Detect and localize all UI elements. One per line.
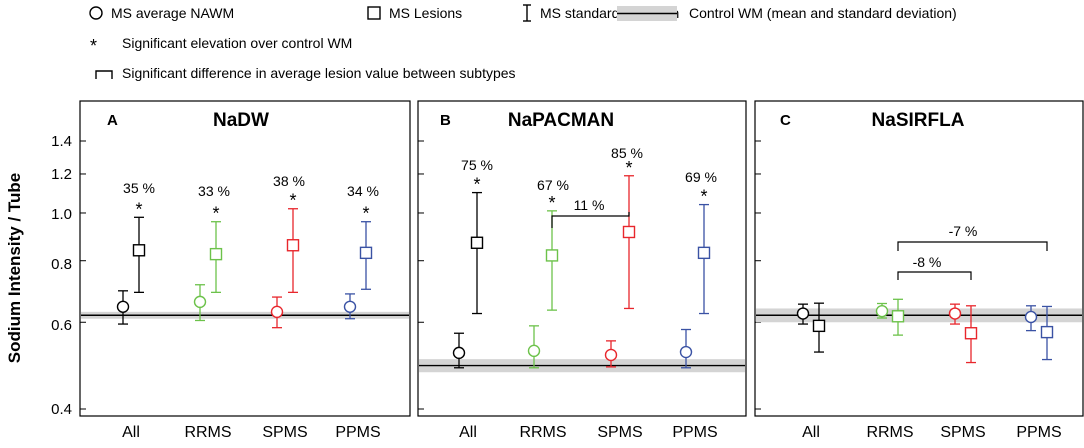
x-tick-labels-a: All RRMS SPMS PPMS [122,424,381,441]
bracket-label: 11 % [574,197,605,213]
nawm-marker [1024,310,1038,324]
legend-asterisk-icon: * [90,36,97,56]
significance-asterisk: * [289,191,296,211]
annotation-label: 38 % [273,173,305,189]
panel-title-a: NaDW [213,110,269,131]
significance-asterisk: * [362,204,369,224]
x-tick-label: All [802,424,820,441]
legend-control-label: Control WM (mean and standard deviation) [689,5,957,21]
annotation-label: 67 % [537,177,569,193]
x-tick-label: PPMS [1016,424,1061,441]
lesion-marker [359,246,373,260]
y-tick-label: 1.4 [51,133,72,150]
bracket-label: -8 % [913,254,942,270]
annotation-label: 69 % [685,169,717,185]
lesion-marker [891,310,905,323]
panel-letter-a: A [107,112,118,129]
bracket-label: -7 % [949,223,978,239]
x-tick-labels-c: All RRMS SPMS PPMS [802,424,1062,441]
significance-bracket [897,241,1048,251]
lesion-marker [545,249,559,262]
x-tick-label: SPMS [940,424,985,441]
y-tick-label: 0.8 [51,256,72,273]
y-tick-label: 0.4 [51,401,72,418]
x-tick-label: SPMS [262,424,307,441]
y-tick-label: 1.0 [51,206,72,223]
significance-asterisk: * [473,175,480,195]
lesion-marker [132,244,146,257]
x-tick-label: RRMS [519,424,566,441]
y-tick-labels: 0.4 0.6 0.8 1.0 1.2 1.4 [51,133,72,418]
nawm-marker [193,295,207,309]
lesion-marker [470,236,484,249]
nawm-marker [948,307,962,320]
lesion-marker [812,319,826,333]
x-tick-label: All [122,424,140,441]
x-tick-label: SPMS [597,424,642,441]
x-tick-label: RRMS [866,424,913,441]
legend-bracket-icon [95,70,113,79]
annotations-b: 75 % 67 % 85 % 69 % [461,145,717,193]
nawm-marker [527,344,541,358]
lesion-marker [697,246,711,260]
x-tick-label: All [459,424,477,441]
legend-square-marker [367,6,381,20]
legend-errorbar-icon [523,4,531,22]
panel-frame [754,100,1084,417]
x-tick-label: RRMS [184,424,231,441]
annotation-label: 33 % [198,183,230,199]
annotation-label: 85 % [611,145,643,161]
y-tick-label: 0.6 [51,317,72,334]
lesion-marker [622,225,636,239]
legend-circle-marker [89,6,103,20]
x-tick-label: PPMS [335,424,380,441]
significance-asterisk: * [625,158,632,178]
x-tick-labels-b: All RRMS SPMS PPMS [459,424,718,441]
panel-letter-c: C [780,112,791,129]
annotation-label: 35 % [123,180,155,196]
plot-layer: * * * * * * * * [79,100,1084,417]
significance-bracket [897,271,972,280]
nawm-marker [679,345,693,359]
legend-nawm-label: MS average NAWM [111,5,234,21]
panel-frame [79,100,411,417]
legend: MS average NAWM MS Lesions MS standard d… [89,4,957,81]
panel-letter-b: B [440,112,451,129]
nawm-marker [116,300,130,313]
lesion-marker [209,247,223,261]
lesion-marker [286,239,300,252]
significance-asterisk: * [212,204,219,224]
nawm-marker [875,304,889,318]
annotation-label: 75 % [461,157,493,173]
annotation-label: 34 % [347,183,379,199]
panel-frame [417,100,747,417]
lesion-marker [964,327,978,340]
significance-bracket [551,212,630,228]
lesion-marker [1040,325,1054,339]
legend-lesions-label: MS Lesions [389,5,462,21]
significance-asterisk: * [700,187,707,207]
significance-asterisk: * [135,199,142,219]
nawm-marker [796,307,810,320]
y-tick-label: 1.2 [51,166,72,183]
nawm-marker [452,346,466,360]
panel-title-c: NaSIRFLA [872,110,965,131]
nawm-marker [343,300,357,313]
y-axis-label: Sodium Intensity / Tube [5,173,24,363]
nawm-marker [604,348,618,362]
panel-title-b: NaPACMAN [508,110,614,131]
legend-significant-label: Significant elevation over control WM [122,35,352,51]
legend-difference-label: Significant difference in average lesion… [122,65,516,81]
nawm-marker [270,305,284,319]
annotations-a: 35 % 33 % 38 % 34 % [123,173,379,199]
x-tick-label: PPMS [672,424,717,441]
significance-asterisk: * [548,193,555,213]
